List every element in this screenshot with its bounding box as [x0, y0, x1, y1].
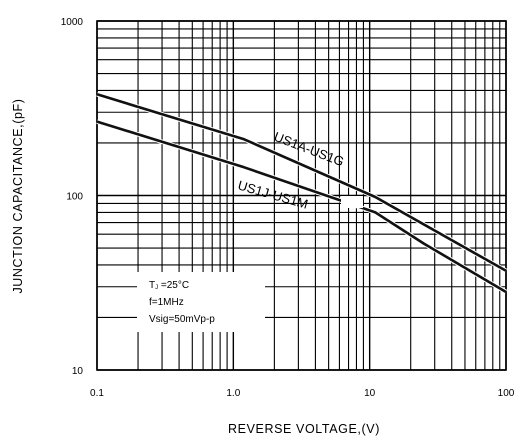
x-axis-title: REVERSE VOLTAGE,(V)	[228, 422, 380, 436]
y-tick-label: 1000	[61, 17, 84, 28]
annotation-line-temp: TJ =25°C	[149, 280, 189, 291]
annotation-line-freq: f=1MHz	[149, 297, 184, 308]
grid	[96, 20, 507, 371]
x-tick-label: 1.0	[226, 388, 240, 399]
y-axis-title: JUNCTION CAPACITANCE,(pF)	[11, 98, 25, 293]
annotation-box: TJ =25°C f=1MHz Vsig=50mVp-p	[137, 272, 265, 332]
tick-labels: 0.1 1.0 10 100 10 100 1000	[61, 17, 515, 399]
plot-frame	[96, 20, 507, 371]
x-tick-label: 10	[364, 388, 376, 399]
series-layer	[96, 92, 508, 294]
annotation-tj-letter: T	[149, 280, 155, 291]
series-line-us1j-us1m	[96, 120, 507, 294]
x-tick-label: 0.1	[90, 388, 104, 399]
annotation-tj-subscript: J	[155, 285, 158, 291]
x-tick-label: 100	[498, 388, 515, 399]
annotation-line-vsig: Vsig=50mVp-p	[149, 314, 215, 325]
series-halo	[96, 92, 508, 273]
y-tick-label: 10	[72, 366, 84, 377]
series-label-us1a-us1g: US1A-US1G	[272, 129, 346, 169]
annotation-tj-value: =25°C	[158, 280, 189, 291]
series-line-us1a-us1g	[96, 93, 507, 272]
y-tick-label: 100	[66, 192, 83, 203]
